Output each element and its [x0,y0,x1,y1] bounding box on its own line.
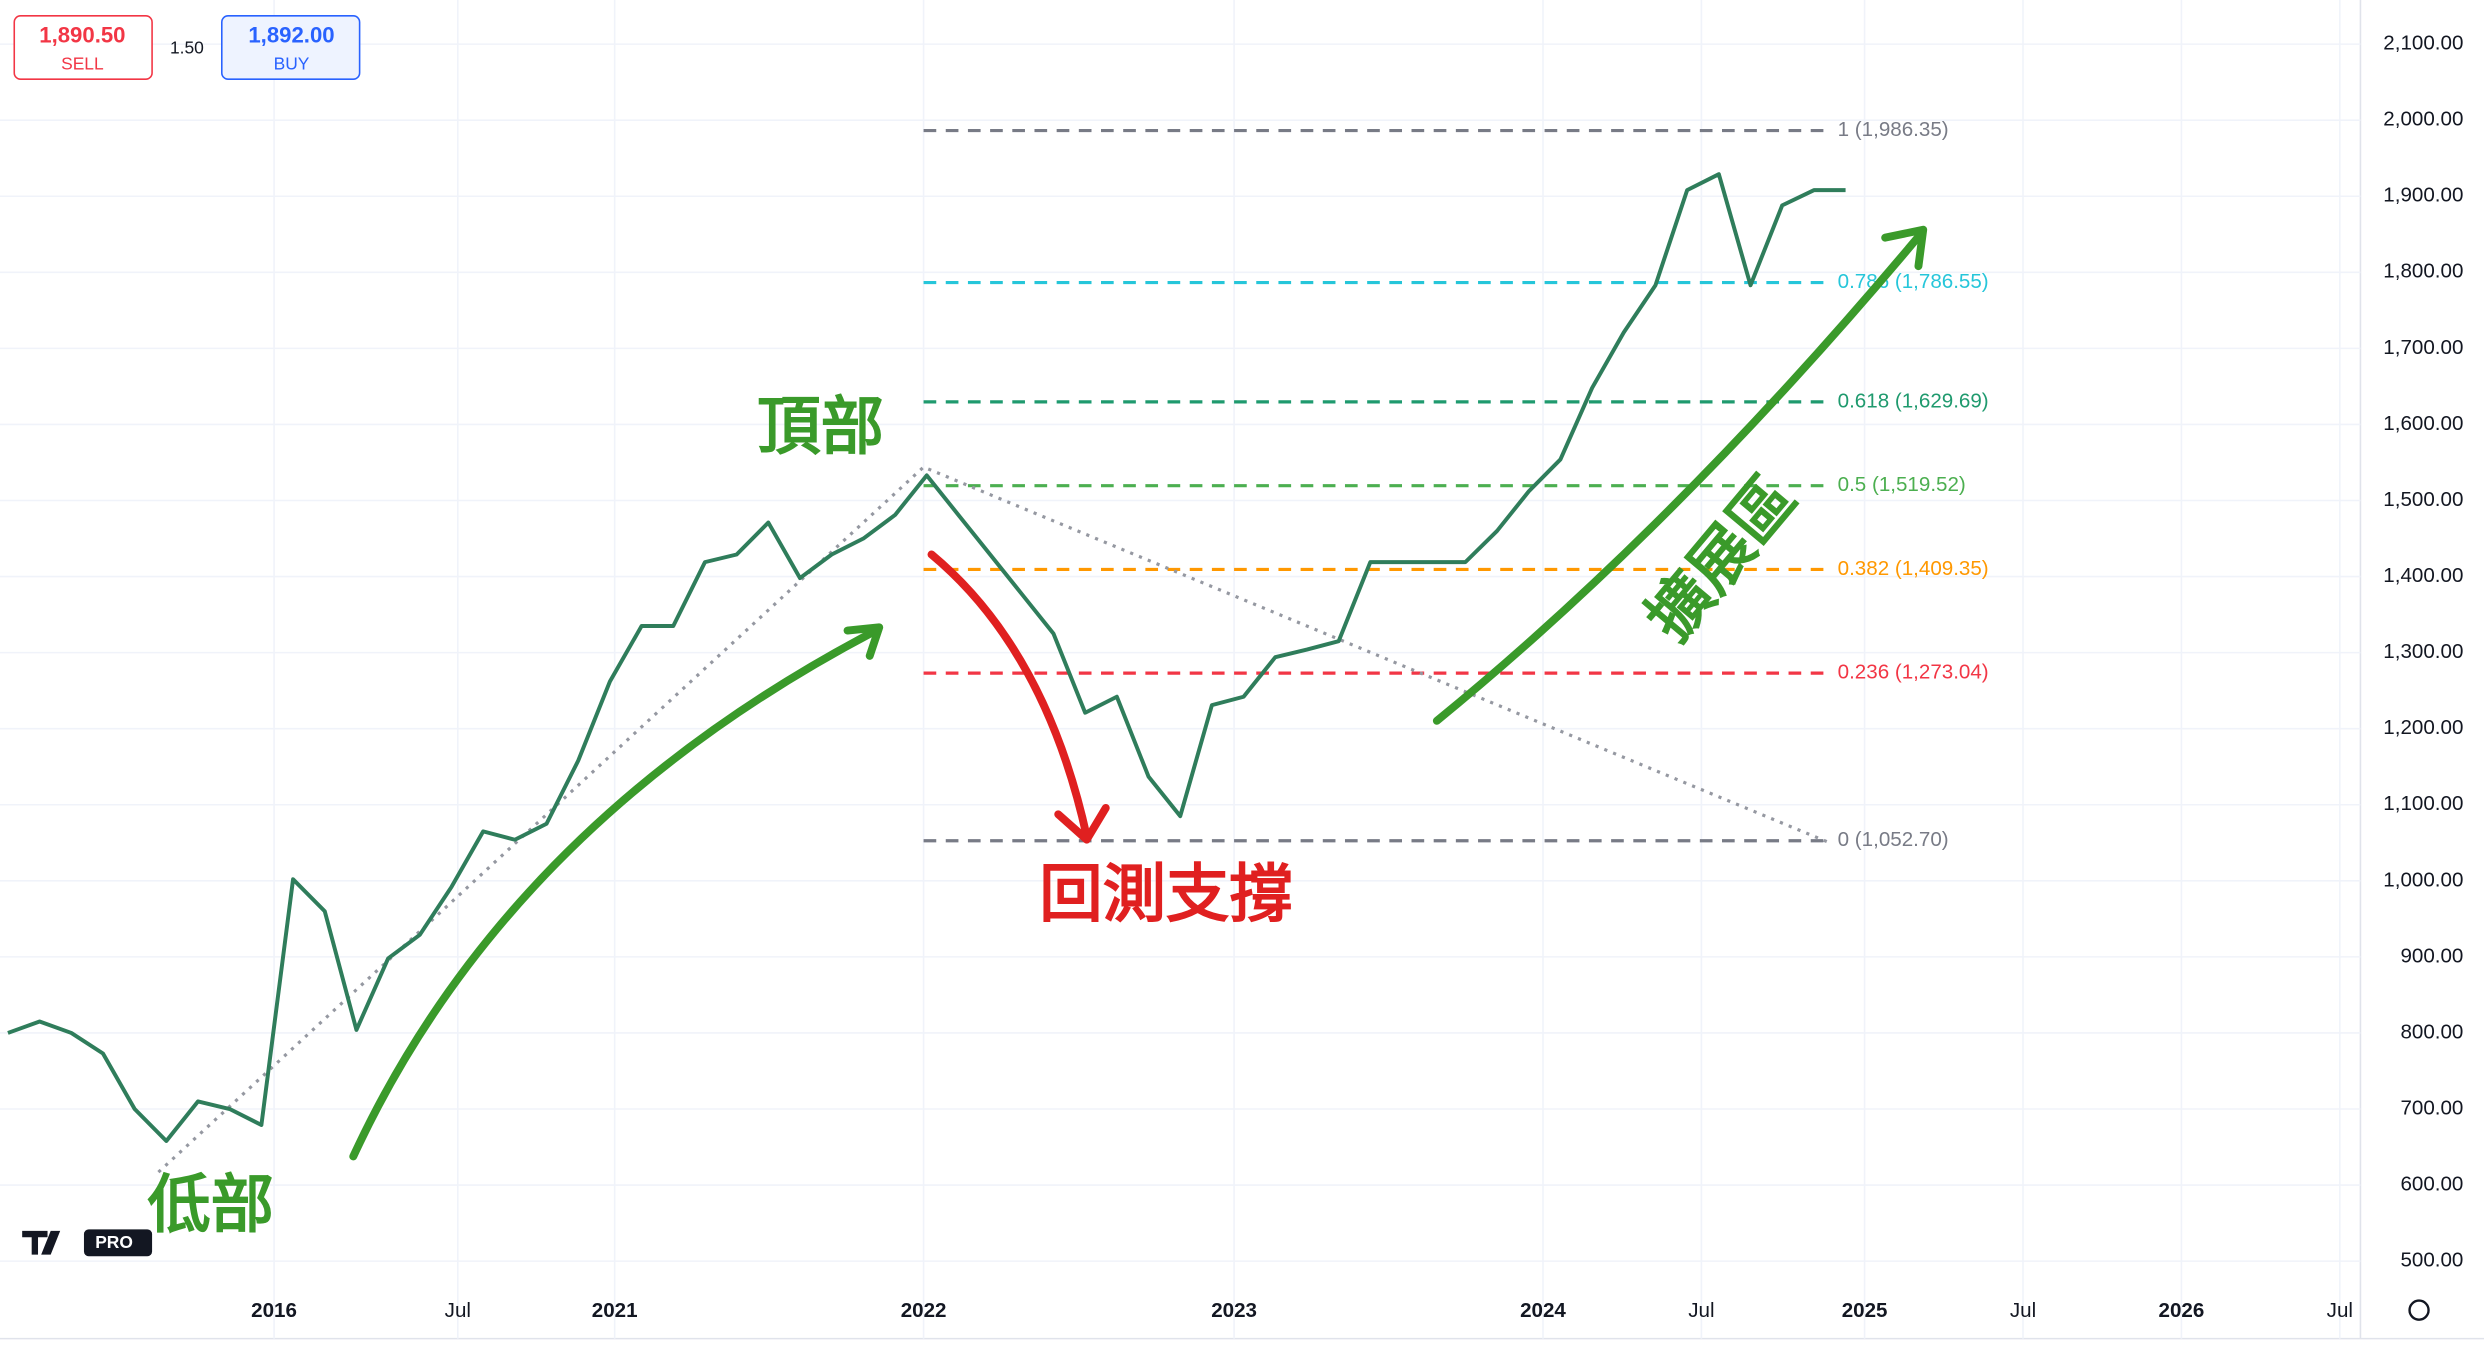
buy-button[interactable] [220,15,361,81]
x-tick-label: Jul [2327,1299,2353,1322]
y-tick-label: 1,000.00 [2383,868,2463,891]
plot [7,172,1846,1174]
spread: 1.50 [170,38,204,58]
annotation: 頂部 [757,389,884,463]
logo-badge [83,1229,153,1257]
fib-label: 0.382 (1,409.35) [1838,557,1989,580]
sell-button[interactable] [13,15,153,81]
y-tick-label: 1,900.00 [2383,184,2463,207]
fib-label: 0.236 (1,273.04) [1838,661,1989,684]
y-tick-label: 2,000.00 [2383,108,2463,131]
logo-mark [22,1230,61,1255]
fib-label: 0.5 (1,519.52) [1838,473,1966,496]
fib-label: 0.618 (1,629.69) [1838,389,1989,412]
y-tick-label: 800.00 [2400,1020,2463,1043]
x-tick-label: 2025 [1842,1299,1888,1322]
x-tick-label: 2021 [592,1299,638,1322]
arrowhead [1881,225,1928,271]
y-tick-label: 900.00 [2400,944,2463,967]
y-tick-label: 1,800.00 [2383,260,2463,283]
fib-label: 0.786 (1,786.55) [1838,270,1989,293]
grid [0,0,2361,1339]
axes: 500.00 600.00 700.00 800.00 900.00 1,000.00 1,… [251,32,2463,1323]
y-tick-label: 500.00 [2400,1249,2463,1272]
y-tick-label: 1,700.00 [2383,336,2463,359]
y-tick-label: 1,300.00 [2383,640,2463,663]
sell-price: 1,890.50 [39,22,125,47]
y-tick-label: 2,100.00 [2383,32,2463,55]
logo: PRO [22,1229,153,1257]
sell-label: SELL [61,54,104,74]
annotation: 低部 [147,1167,274,1241]
x-tick-label: 2016 [251,1299,297,1322]
price-line [7,172,1846,1143]
x-tick-label: 2023 [1211,1299,1257,1322]
buy-label: BUY [274,54,310,74]
trend-line [157,465,1831,1174]
buy-price: 1,892.00 [248,22,334,47]
y-tick-label: 1,400.00 [2383,564,2463,587]
y-tick-label: 600.00 [2400,1173,2463,1196]
arrow [927,550,1091,841]
fib-label: 0 (1,052.70) [1838,828,1949,851]
fibonacci: 1 (1,986.35) 0.786 (1,786.55) 0.618 (1,629… [923,118,1989,851]
arrow [349,626,881,1161]
arrow [1432,228,1926,725]
annotation: 回測支撐 [1039,857,1292,931]
x-tick-label: Jul [1688,1299,1714,1322]
x-tick-label: 2024 [1520,1299,1566,1322]
x-tick-label: 2022 [901,1299,947,1322]
logo-text: PRO [95,1232,133,1252]
settings-icon[interactable] [2408,1299,2430,1321]
x-tick-label: Jul [2010,1299,2036,1322]
y-tick-label: 1,500.00 [2383,488,2463,511]
arrowhead [1054,803,1110,844]
x-tick-label: 2026 [2159,1299,2205,1322]
fib-label: 1 (1,986.35) [1838,118,1949,141]
arrows [349,225,1928,1161]
x-tick-label: Jul [445,1299,471,1322]
arrowhead [843,623,884,660]
y-tick-label: 1,100.00 [2383,792,2463,815]
y-tick-label: 700.00 [2400,1096,2463,1119]
y-tick-label: 1,200.00 [2383,716,2463,739]
y-tick-label: 1,600.00 [2383,412,2463,435]
order-panel: 1,890.50 SELL 1.50 1,892.00 BUY [13,15,361,81]
